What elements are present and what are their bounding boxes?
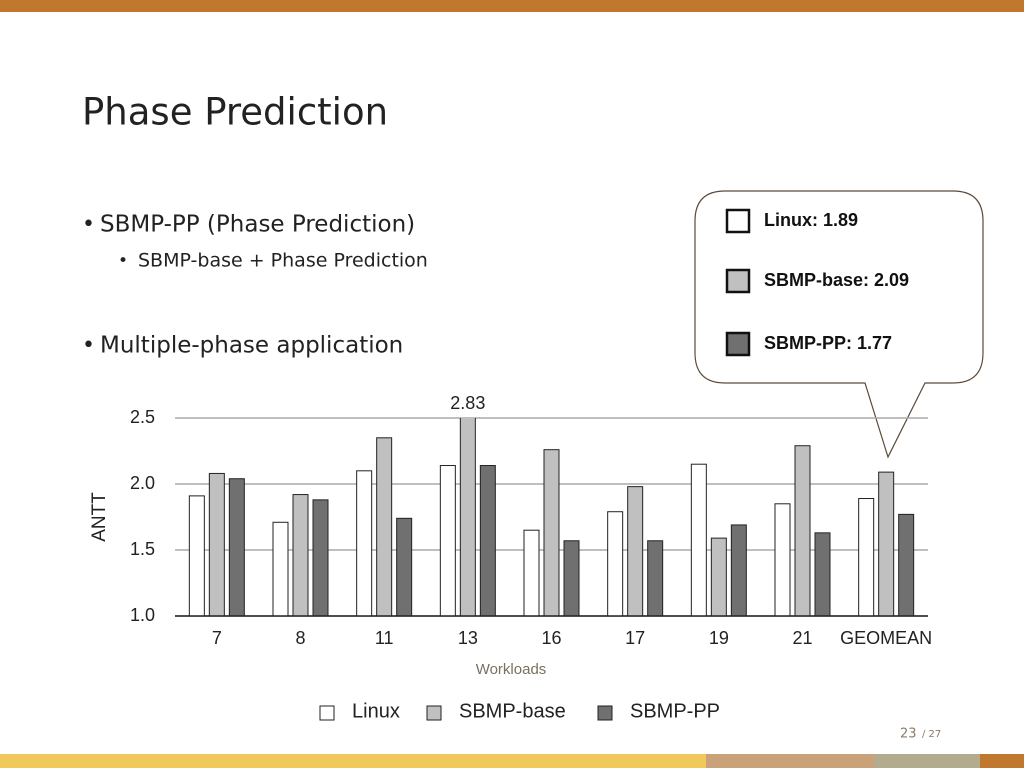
bar — [858, 498, 875, 616]
legend-swatch — [597, 705, 613, 721]
slide-title: Phase Prediction — [82, 91, 388, 134]
callout-text: Linux: 1.89 — [764, 210, 858, 230]
callout-text: SBMP-base: 2.09 — [764, 270, 909, 290]
bullet: Multiple-phase application — [100, 333, 403, 359]
bar — [710, 537, 727, 616]
bottom-bar — [706, 754, 874, 768]
bullet: SBMP-PP (Phase Prediction) — [100, 212, 415, 238]
callout-swatch — [725, 208, 751, 234]
x-tick-label: 8 — [295, 628, 305, 648]
bar — [188, 495, 205, 616]
bar — [898, 513, 915, 616]
bar — [730, 524, 747, 616]
bar — [878, 471, 895, 616]
legend-swatch — [426, 705, 442, 721]
legend-label: SBMP-PP — [630, 700, 720, 722]
x-tick-label: 19 — [709, 628, 729, 648]
legend-label: SBMP-base — [459, 700, 566, 722]
x-axis-label: Workloads — [476, 661, 547, 678]
legend-swatch — [319, 705, 335, 721]
bar — [814, 532, 831, 616]
bar — [272, 521, 289, 616]
x-tick-label: 16 — [541, 628, 561, 648]
bar — [292, 494, 309, 616]
bar — [647, 540, 664, 616]
y-tick-label: 1.5 — [130, 539, 155, 559]
x-tick-label: 11 — [375, 628, 394, 648]
y-axis-label: ANTT — [89, 492, 110, 542]
bar — [459, 418, 476, 616]
x-tick-label: 7 — [212, 628, 222, 648]
bar — [774, 503, 791, 616]
value-label: 2.83 — [450, 393, 485, 413]
bullet-dot: • — [118, 251, 128, 271]
bar — [396, 517, 413, 616]
bar — [312, 499, 329, 616]
bar — [627, 486, 644, 616]
callout-text: SBMP-PP: 1.77 — [764, 333, 892, 353]
bottom-bar — [0, 754, 706, 768]
bar — [543, 449, 560, 616]
plot — [188, 418, 915, 616]
bullet-dot: • — [82, 212, 95, 237]
bullet-dot: • — [82, 333, 95, 358]
bar — [208, 472, 225, 616]
bar — [439, 465, 456, 616]
callout — [694, 190, 984, 459]
bar — [376, 437, 393, 616]
legend-label: Linux — [352, 700, 400, 722]
top-bar — [0, 0, 1024, 12]
page-total: / 27 — [922, 729, 941, 740]
bottom-bar — [874, 754, 980, 768]
x-tick-label: 21 — [792, 628, 812, 648]
bar — [228, 478, 245, 616]
bar — [794, 445, 811, 616]
bar — [690, 463, 707, 616]
bar — [607, 511, 624, 616]
page-number: 23 — [900, 727, 917, 742]
callout-swatch — [725, 268, 751, 294]
bottom-bar — [980, 754, 1024, 768]
callout-swatch — [725, 331, 751, 357]
x-tick-label: 17 — [625, 628, 645, 648]
y-tick-label: 1.0 — [130, 605, 155, 625]
bar — [479, 465, 496, 616]
bar — [563, 540, 580, 616]
y-tick-label: 2.5 — [130, 407, 155, 427]
x-tick-label: GEOMEAN — [840, 628, 932, 648]
x-tick-label: 13 — [458, 628, 478, 648]
y-tick-label: 2.0 — [130, 473, 155, 493]
sub-bullet: SBMP-base + Phase Prediction — [138, 250, 428, 272]
bar — [356, 470, 373, 616]
bar — [523, 529, 540, 616]
